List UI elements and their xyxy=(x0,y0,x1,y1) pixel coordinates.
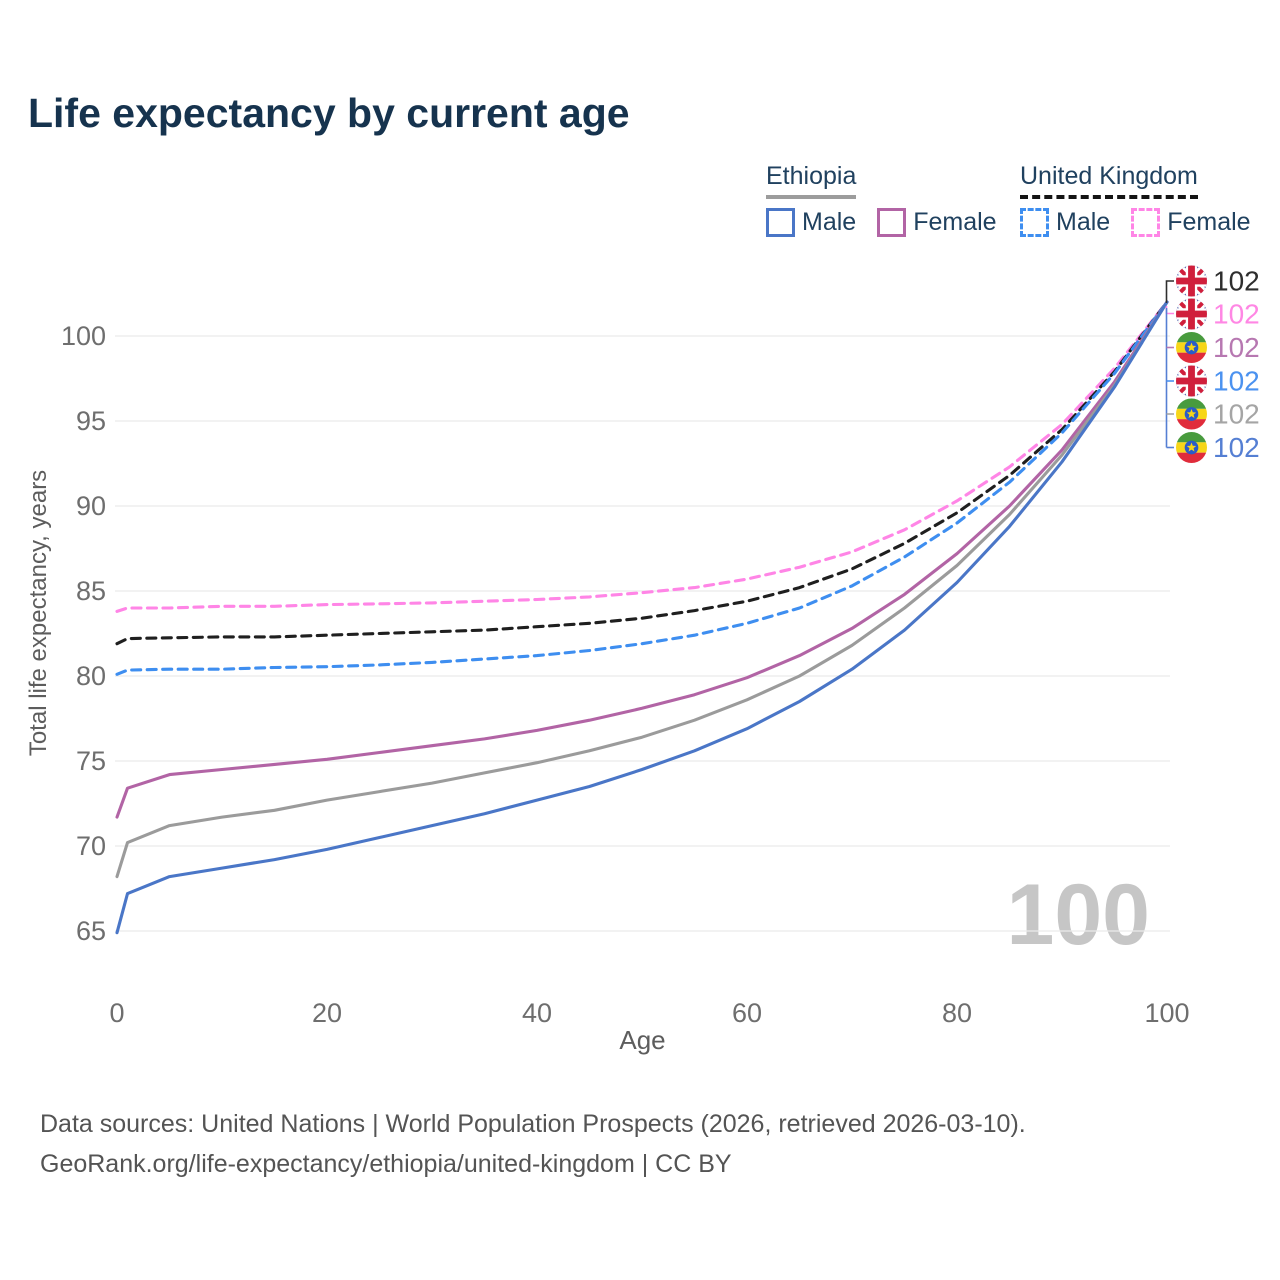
uk-flag-icon xyxy=(1176,365,1207,397)
legend-item-ethiopia-male[interactable]: Male xyxy=(766,208,856,237)
series-line-ethiopia-female xyxy=(115,300,1169,819)
series-line-ethiopia-both xyxy=(115,300,1169,879)
legend-group-united-kingdom: United Kingdom Male Female xyxy=(1020,162,1272,237)
legend-item-label: Male xyxy=(802,208,857,236)
y-tick-label: 65 xyxy=(76,916,106,946)
data-sources-text: Data sources: United Nations | World Pop… xyxy=(40,1110,1026,1138)
end-value-label-ethiopia-both: 102 xyxy=(1213,399,1260,430)
end-value-label-ethiopia-female: 102 xyxy=(1213,332,1260,363)
y-tick-label: 95 xyxy=(76,406,106,436)
y-tick-label: 70 xyxy=(76,831,106,861)
legend-title-united-kingdom[interactable]: United Kingdom xyxy=(1020,162,1198,199)
legend-item-label: Male xyxy=(1056,208,1111,236)
legend-item-label: Female xyxy=(913,208,997,236)
series-line-uk-both xyxy=(115,300,1169,646)
attribution-text: GeoRank.org/life-expectancy/ethiopia/uni… xyxy=(40,1150,732,1178)
ethiopia-flag-icon xyxy=(1176,332,1207,363)
x-tick-label: 100 xyxy=(1144,998,1189,1028)
legend-item-label: Female xyxy=(1167,208,1251,236)
x-tick-label: 0 xyxy=(109,998,124,1028)
y-tick-label: 80 xyxy=(76,661,106,691)
y-tick-label: 85 xyxy=(76,576,106,606)
y-tick-label: 100 xyxy=(61,321,106,351)
legend-item-ethiopia-female[interactable]: Female xyxy=(877,208,997,237)
x-axis-title: Age xyxy=(619,1025,665,1055)
uk-flag-icon xyxy=(1176,265,1207,297)
ethiopia-female-swatch-icon xyxy=(877,208,907,237)
x-tick-label: 80 xyxy=(942,998,972,1028)
end-value-label-uk-male: 102 xyxy=(1213,366,1260,397)
end-value-label-uk-both: 102 xyxy=(1213,266,1260,297)
y-tick-label: 90 xyxy=(76,491,106,521)
uk-flag-icon xyxy=(1176,298,1207,330)
legend-item-uk-male[interactable]: Male xyxy=(1020,208,1110,237)
series-line-uk-male xyxy=(115,300,1169,676)
ethiopia-flag-icon xyxy=(1176,398,1207,430)
ethiopia-flag-icon xyxy=(1176,432,1207,463)
uk-male-swatch-icon xyxy=(1020,208,1049,237)
legend-group-ethiopia: Ethiopia Male Female xyxy=(766,162,1018,237)
leader-line xyxy=(1165,306,1174,315)
x-tick-label: 40 xyxy=(522,998,552,1028)
series-line-uk-female xyxy=(115,300,1169,613)
leader-line xyxy=(1165,280,1174,303)
series-line-ethiopia-male xyxy=(115,300,1169,935)
page-title: Life expectancy by current age xyxy=(28,90,630,136)
legend-title-ethiopia[interactable]: Ethiopia xyxy=(766,162,857,199)
end-value-label-ethiopia-male: 102 xyxy=(1213,432,1260,463)
age-counter-watermark: 100 xyxy=(1007,867,1151,963)
y-axis-title: Total life expectancy, years xyxy=(25,470,52,756)
ethiopia-male-swatch-icon xyxy=(766,208,795,237)
uk-female-swatch-icon xyxy=(1131,208,1161,237)
x-tick-label: 20 xyxy=(312,998,342,1028)
legend-item-uk-female[interactable]: Female xyxy=(1131,208,1251,237)
x-tick-label: 60 xyxy=(732,998,762,1028)
end-value-label-uk-female: 102 xyxy=(1213,299,1260,330)
y-tick-label: 75 xyxy=(76,746,106,776)
legend: Ethiopia Male Female United Kingdom Male… xyxy=(0,162,1280,242)
